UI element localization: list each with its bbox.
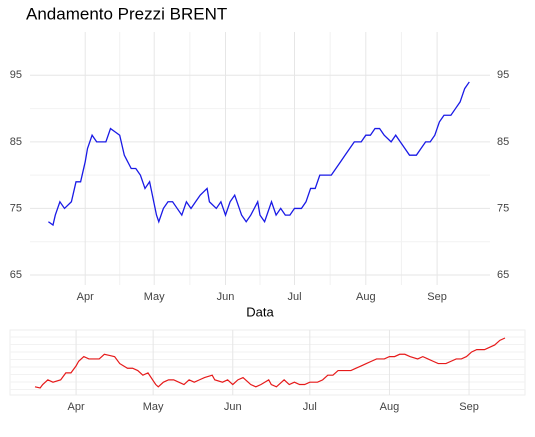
chart-title: Andamento Prezzi BRENT — [26, 4, 227, 23]
x-axis-label: Data — [246, 304, 274, 319]
y-tick-label: 65 — [10, 269, 22, 281]
x-tick-label: May — [144, 291, 165, 303]
x-tick-label: Apr — [77, 291, 94, 303]
navigator-tick-label: Apr — [68, 401, 85, 413]
y-tick-label: 95 — [10, 69, 22, 81]
navigator-tick-label: Jul — [303, 401, 317, 413]
y2-tick-label: 75 — [497, 202, 509, 214]
y2-tick-label: 85 — [497, 136, 509, 148]
price-line — [48, 81, 470, 227]
navigator-tick-label: Sep — [459, 401, 479, 413]
x-tick-label: Jun — [217, 291, 235, 303]
y2-tick-label: 95 — [497, 69, 509, 81]
navigator[interactable] — [9, 329, 526, 396]
y-tick-label: 75 — [10, 202, 22, 214]
navigator-tick-label: Aug — [380, 401, 400, 413]
navigator-line — [34, 337, 506, 389]
x-tick-label: Aug — [356, 291, 376, 303]
navigator-tick-label: Jun — [224, 401, 242, 413]
navigator-tick-label: May — [143, 401, 164, 413]
y-tick-label: 85 — [10, 136, 22, 148]
y2-tick-label: 65 — [497, 269, 509, 281]
x-tick-label: Jul — [287, 291, 301, 303]
x-tick-label: Sep — [427, 291, 447, 303]
